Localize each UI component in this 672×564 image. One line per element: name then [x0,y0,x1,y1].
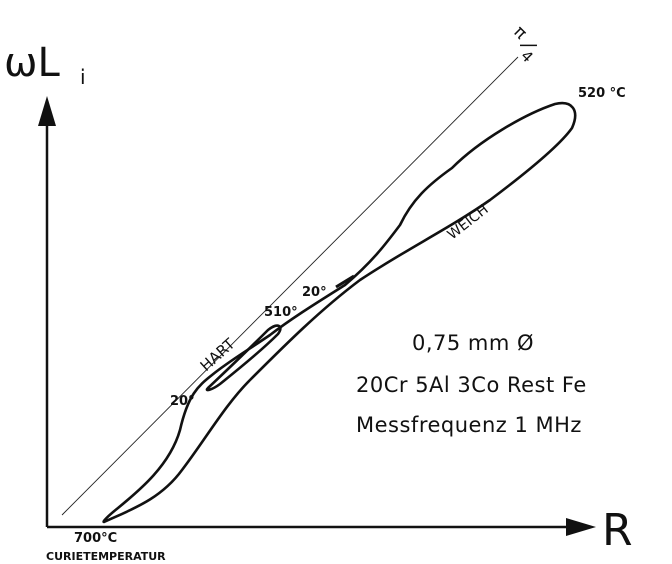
reference-line-pi-over-4 [61,56,519,516]
y-axis-label: ωL [4,40,60,86]
temp-label-20-lower: 20° [170,394,195,409]
temp-label-20-upper: 20° [302,285,327,300]
weich-label: WEICH [445,202,492,244]
y-axis-label-subscript: i [80,65,86,89]
y-axis-arrowhead [38,96,56,126]
reference-label-numerator: π [509,22,530,43]
curie-temperature-label: CURIETEMPERATUR [46,550,166,563]
x-axis-arrowhead [566,518,596,536]
reference-label-fraction-bar [520,44,537,47]
temp-label-700: 700°C [74,531,117,546]
loop-weich-start [335,274,355,289]
reference-label-denominator: 4 [517,47,536,66]
reference-line-label: π 4 [509,22,537,66]
spec-frequency: Messfrequenz 1 MHz [356,413,582,437]
temp-label-510: 510° [264,305,298,320]
spec-diameter: 0,75 mm Ø [412,331,534,355]
temp-label-520: 520 °C [578,86,626,101]
loop-outer-curve [102,101,577,524]
spec-composition: 20Cr 5Al 3Co Rest Fe [356,373,587,397]
loop-hart-branch [205,324,282,392]
x-axis-label: R [602,505,633,556]
